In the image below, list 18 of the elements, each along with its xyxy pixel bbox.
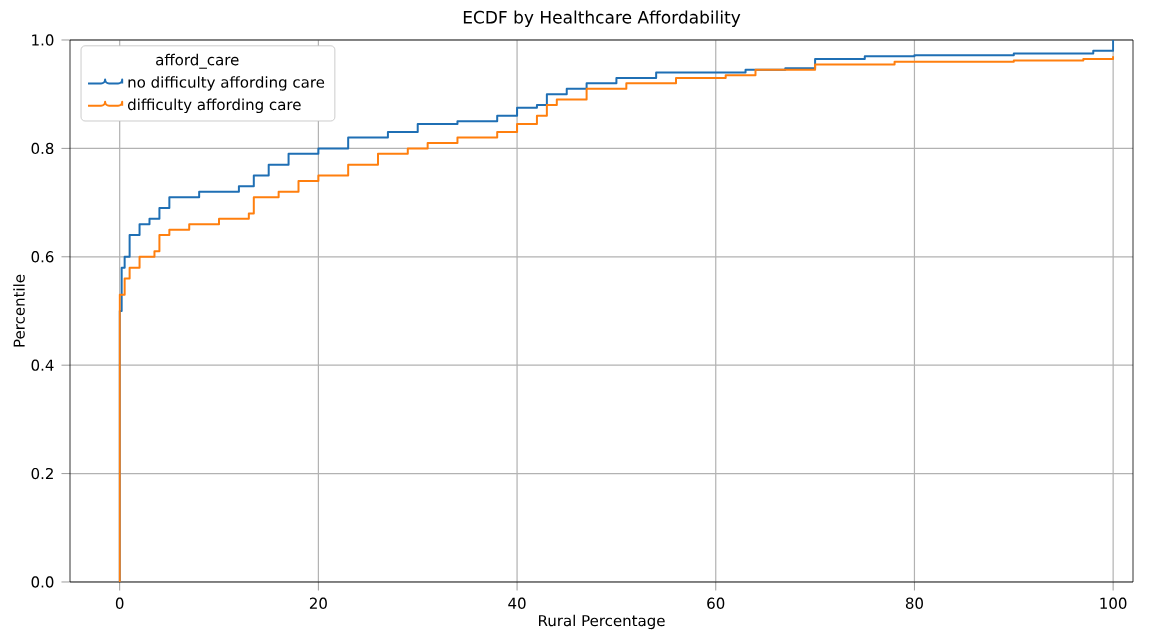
y-tick-label: 0.8 xyxy=(31,142,54,155)
legend-label: no difficulty affording care xyxy=(128,76,325,91)
y-tick-label: 0.4 xyxy=(31,359,54,371)
legend-label: difficulty affording care xyxy=(127,98,301,114)
legend-title: afford_care xyxy=(156,53,239,69)
x-tick-label: 40 xyxy=(508,597,526,610)
y-tick-label: 1.0 xyxy=(32,34,54,46)
x-tick-label: 80 xyxy=(905,597,923,610)
y-tick-label: 0.2 xyxy=(31,467,53,480)
x-tick-label: 20 xyxy=(309,597,327,610)
y-tick-label: 0.6 xyxy=(31,251,54,263)
x-tick-label: 0 xyxy=(115,597,124,610)
x-tick-label: 60 xyxy=(707,597,725,610)
x-tick-label: 100 xyxy=(1100,597,1127,610)
chart-title: ECDF by Healthcare Affordability xyxy=(463,10,741,28)
y-tick-label: 0.0 xyxy=(31,576,54,588)
x-axis-title: Rural Percentage xyxy=(539,614,665,630)
y-axis-title: Percentile xyxy=(13,274,25,347)
